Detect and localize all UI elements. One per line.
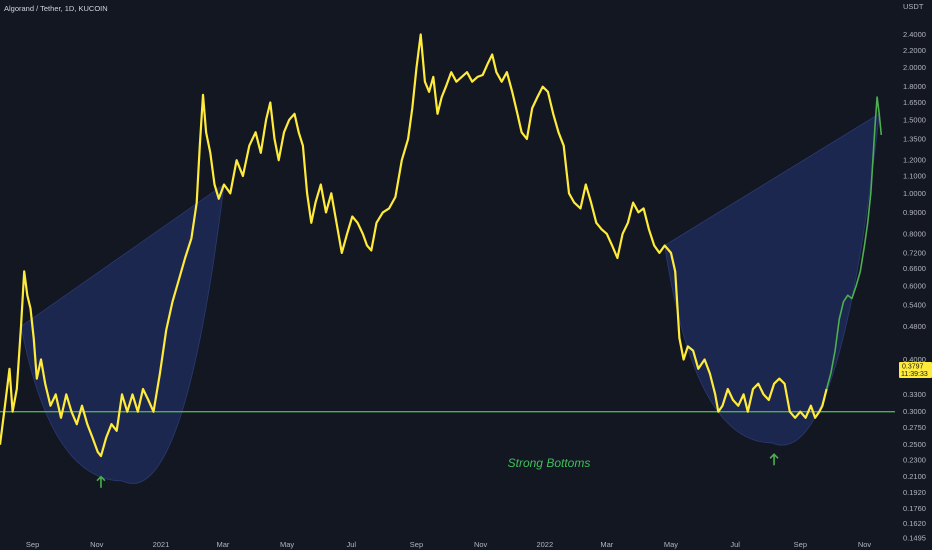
annotation-label-0: Strong Bottoms [508, 456, 591, 470]
x-tick-label-9: Mar [600, 540, 613, 549]
y-tick-label-22: 0.2300 [903, 455, 926, 464]
x-tick-label-2: 2021 [153, 540, 170, 549]
y-tick-label-10: 0.9000 [903, 208, 926, 217]
y-tick-label-11: 0.8000 [903, 229, 926, 238]
highlight-region-0 [20, 183, 225, 484]
y-tick-label-3: 1.8000 [903, 82, 926, 91]
series-line-1 [825, 96, 883, 390]
up-arrow-icon-0 [96, 475, 106, 488]
x-tick-label-7: Nov [474, 540, 488, 549]
y-tick-label-2: 2.0000 [903, 63, 926, 72]
x-tick-label-12: Sep [794, 540, 807, 549]
y-tick-label-6: 1.3500 [903, 134, 926, 143]
y-tick-label-0: 2.4000 [903, 30, 926, 39]
x-tick-label-5: Jul [346, 540, 356, 549]
x-tick-label-1: Nov [90, 540, 104, 549]
y-tick-label-8: 1.1000 [903, 172, 926, 181]
y-tick-label-5: 1.5000 [903, 115, 926, 124]
y-tick-label-14: 0.6000 [903, 281, 926, 290]
x-tick-label-11: Jul [730, 540, 740, 549]
y-tick-label-24: 0.1920 [903, 488, 926, 497]
y-tick-label-25: 0.1760 [903, 504, 926, 513]
x-tick-label-0: Sep [26, 540, 39, 549]
x-tick-label-13: Nov [858, 540, 872, 549]
up-arrow-icon-1 [769, 453, 779, 466]
y-tick-label-23: 0.2100 [903, 472, 926, 481]
y-tick-label-17: 0.4000 [903, 355, 926, 364]
y-tick-label-13: 0.6600 [903, 264, 926, 273]
y-tick-label-18: 0.3300 [903, 390, 926, 399]
y-tick-label-9: 1.0000 [903, 189, 926, 198]
y-axis-unit: USDT [903, 2, 924, 11]
y-tick-label-15: 0.5400 [903, 301, 926, 310]
y-tick-label-21: 0.2500 [903, 440, 926, 449]
y-tick-label-27: 0.1495 [903, 534, 926, 543]
last-price-value: 0.3797 [902, 363, 924, 370]
y-tick-label-1: 2.2000 [903, 46, 926, 55]
chart-title: Algorand / Tether, 1D, KUCOIN [4, 4, 108, 13]
y-tick-label-4: 1.6500 [903, 98, 926, 107]
x-tick-label-4: May [280, 540, 294, 549]
last-price-time: 11:39:33 [901, 371, 928, 378]
series-line-0 [0, 33, 828, 458]
x-tick-label-8: 2022 [536, 540, 553, 549]
last-price-tag [899, 361, 932, 378]
x-tick-label-6: Sep [410, 540, 423, 549]
y-tick-label-20: 0.2750 [903, 423, 926, 432]
y-tick-label-19: 0.3000 [903, 407, 926, 416]
y-tick-label-26: 0.1620 [903, 519, 926, 528]
highlight-region-1 [664, 113, 880, 446]
y-tick-label-7: 1.2000 [903, 156, 926, 165]
y-tick-label-16: 0.4800 [903, 322, 926, 331]
x-tick-label-3: Mar [217, 540, 230, 549]
y-tick-label-12: 0.7200 [903, 248, 926, 257]
x-tick-label-10: May [664, 540, 678, 549]
